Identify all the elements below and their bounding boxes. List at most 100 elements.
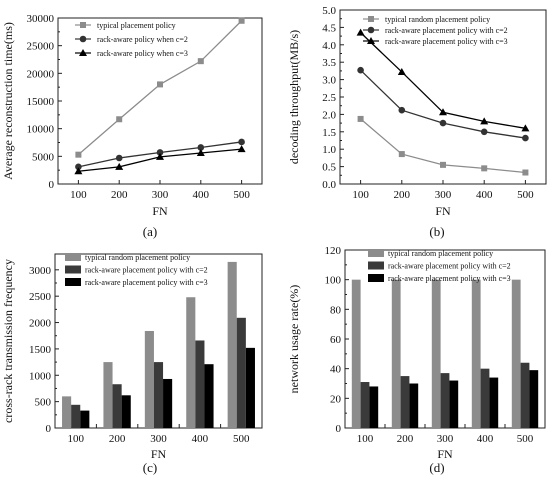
data-point [357,66,364,74]
y-tick-label: 25000 [27,41,55,53]
x-tick-label: 100 [352,189,369,201]
panel-caption: (d) [429,460,444,475]
legend-marker [368,16,374,22]
chart-panel-c: 0 500 1000 1500 2000 2500 3000 cross-rack trans… [1,253,263,475]
legend-marker [367,26,375,34]
bar [163,378,173,428]
y-tick-label: 60 [330,334,342,346]
data-point [237,145,246,153]
y-tick-label: 0.5 [322,162,336,174]
x-tick-label: 500 [517,433,534,445]
x-axis-label: FN [435,204,451,218]
x-tick-label: 200 [397,433,414,445]
y-tick-label: 0 [46,423,52,435]
y-tick-label: 2.0 [322,109,336,121]
bar [112,384,122,428]
data-point [75,163,82,171]
bar [62,396,72,428]
data-point [75,151,82,158]
bar [121,395,131,428]
x-tick-label: 300 [435,189,452,201]
legend-swatch [65,253,81,261]
legend-label: typical random placement policy [85,253,190,262]
x-axis-label: FN [152,204,168,218]
x-axis-label: FN [437,447,453,461]
data-point [440,161,446,168]
y-tick-label: 3.5 [322,57,336,69]
legend-swatch [65,278,81,286]
y-tick-label: 0 [49,179,55,191]
chart-panel-b: 0.0 0.5 1.0 1.5 2.0 2.5 3.0 3.5 4.0 4.5 5.0 decodin… [287,5,547,239]
panel-caption: (b) [429,224,444,239]
data-point [115,154,123,162]
panel-caption: (c) [143,460,157,475]
legend-swatch [368,261,384,270]
bar [80,410,90,428]
bar [351,279,361,428]
x-tick-label: 500 [233,433,250,445]
y-tick-label: 20 [330,393,342,405]
x-tick-label: 300 [150,433,167,445]
data-point [197,144,205,151]
data-point [156,152,164,160]
y-tick-label: 100 [325,275,342,287]
y-tick-label: 1000 [29,370,52,382]
data-point [439,119,447,127]
bar [144,330,154,428]
y-tick-label: 5000 [32,151,55,163]
data-point [74,167,83,175]
y-tick-label: 3.0 [322,75,336,87]
y-tick-label: 0 [336,423,342,435]
chart-panel-d: 0 20 40 60 80 100 120 network usage rate(%) FN(d… [287,245,546,475]
legend-label: rack-aware placement policy with c=2 [388,262,511,271]
bar [153,362,164,428]
x-tick-label: 100 [357,433,374,445]
y-axis-label: cross-rack transmission frequency [1,259,15,423]
x-axis-label: FN [151,447,167,461]
x-tick-label: 300 [152,189,169,201]
x-tick-label: 400 [192,433,209,445]
data-point [398,151,405,158]
legend-label: rack-aware placement policy with c=2 [85,266,208,275]
bar [511,279,521,428]
x-tick-label: 400 [477,433,494,445]
y-tick-label: 500 [35,397,52,409]
bar [186,297,196,428]
y-tick-label: 15000 [27,96,55,108]
y-tick-label: 1.0 [322,144,336,156]
legend-marker [80,22,86,28]
x-tick-label: 200 [394,189,411,201]
y-axis-label: decoding throughput(MB/s) [287,30,301,164]
data-point [115,162,124,170]
legend-label: rack-aware placement policy with c=3 [385,37,508,46]
x-tick-label: 100 [70,189,87,201]
data-point [116,116,123,123]
y-tick-label: 120 [325,245,342,257]
y-tick-label: 40 [330,364,342,376]
y-tick-label: 30000 [27,13,55,25]
data-point [481,165,488,172]
data-point [196,149,205,157]
x-tick-label: 400 [193,189,210,201]
y-tick-label: 1.5 [322,127,336,139]
bar [245,347,255,428]
panel-caption: (a) [143,224,157,239]
y-tick-label: 5.0 [322,5,336,17]
y-tick-label: 4.5 [322,22,336,34]
legend-swatch [65,265,81,274]
bar [195,340,205,428]
bar [236,317,246,428]
x-tick-label: 500 [233,189,250,201]
legend-swatch [368,249,384,257]
x-tick-label: 100 [67,433,84,445]
data-point [238,138,245,146]
y-tick-label: 10000 [27,124,55,136]
legend-label: typical random placement policy [385,15,490,24]
y-tick-label: 2500 [29,291,52,303]
bar [71,404,81,428]
legend-swatch [368,274,384,282]
y-tick-label: 1500 [29,344,52,356]
x-tick-label: 300 [437,433,454,445]
legend-label: rack-aware policy when c=2 [97,35,188,44]
data-point [238,17,245,24]
